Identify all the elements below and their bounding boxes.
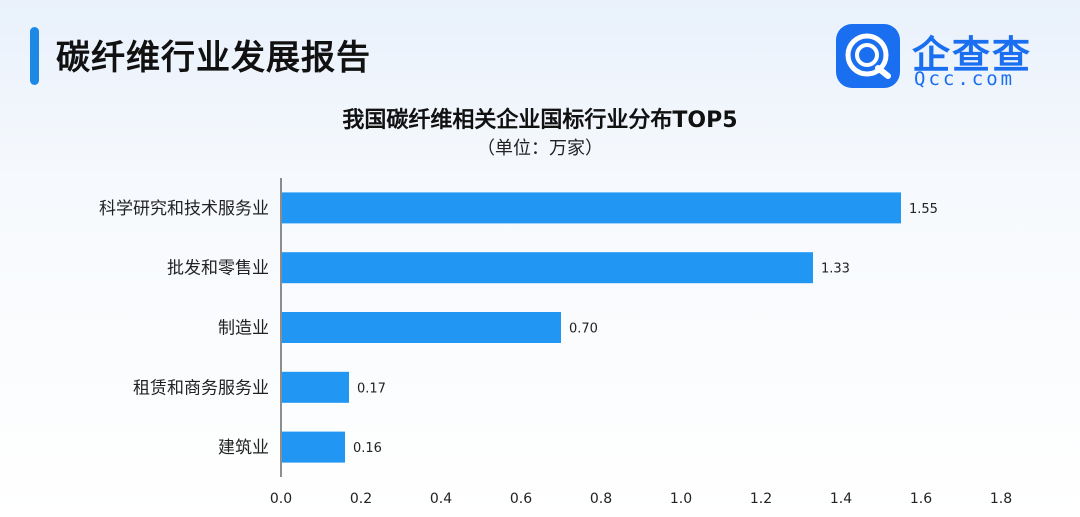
x-tick-label: 0.8 bbox=[590, 491, 612, 507]
x-tick-label: 0.2 bbox=[350, 491, 372, 507]
data-label: 0.16 bbox=[353, 441, 382, 456]
x-tick-label: 1.2 bbox=[750, 491, 772, 507]
bar bbox=[282, 312, 561, 343]
x-tick-label: 1.6 bbox=[910, 491, 932, 507]
qcc-logo: 企查查 Qcc.com bbox=[836, 24, 1066, 90]
chart-subtitle: （单位：万家） bbox=[477, 138, 603, 159]
bar bbox=[282, 371, 349, 403]
category-label: 批发和零售业 bbox=[167, 259, 269, 279]
category-label: 制造业 bbox=[218, 319, 269, 339]
title-accent-bar bbox=[30, 27, 39, 85]
x-tick-label: 0.6 bbox=[510, 491, 532, 507]
data-label: 0.70 bbox=[569, 322, 598, 337]
data-label: 0.17 bbox=[357, 381, 386, 396]
logo-domain: Qcc.com bbox=[914, 68, 1016, 90]
bar bbox=[282, 431, 345, 463]
data-label: 1.33 bbox=[821, 262, 850, 277]
bar bbox=[282, 252, 813, 284]
chart-title: 我国碳纤维相关企业国标行业分布TOP5 bbox=[342, 108, 738, 133]
data-label: 1.55 bbox=[909, 202, 938, 217]
x-tick-label: 1.8 bbox=[990, 491, 1012, 507]
category-label: 租赁和商务服务业 bbox=[133, 378, 269, 398]
x-tick-label: 1.0 bbox=[670, 491, 692, 507]
x-tick-label: 0.0 bbox=[270, 491, 292, 507]
x-tick-label: 0.4 bbox=[430, 491, 452, 507]
report-title: 碳纤维行业发展报告 bbox=[56, 38, 371, 78]
logo-name: 企查查 bbox=[912, 33, 1033, 77]
category-label: 建筑业 bbox=[218, 438, 269, 458]
category-label: 科学研究和技术服务业 bbox=[99, 199, 269, 219]
qcc-q-logo-icon bbox=[836, 24, 900, 88]
bar bbox=[282, 192, 901, 224]
x-tick-label: 1.4 bbox=[830, 491, 852, 507]
